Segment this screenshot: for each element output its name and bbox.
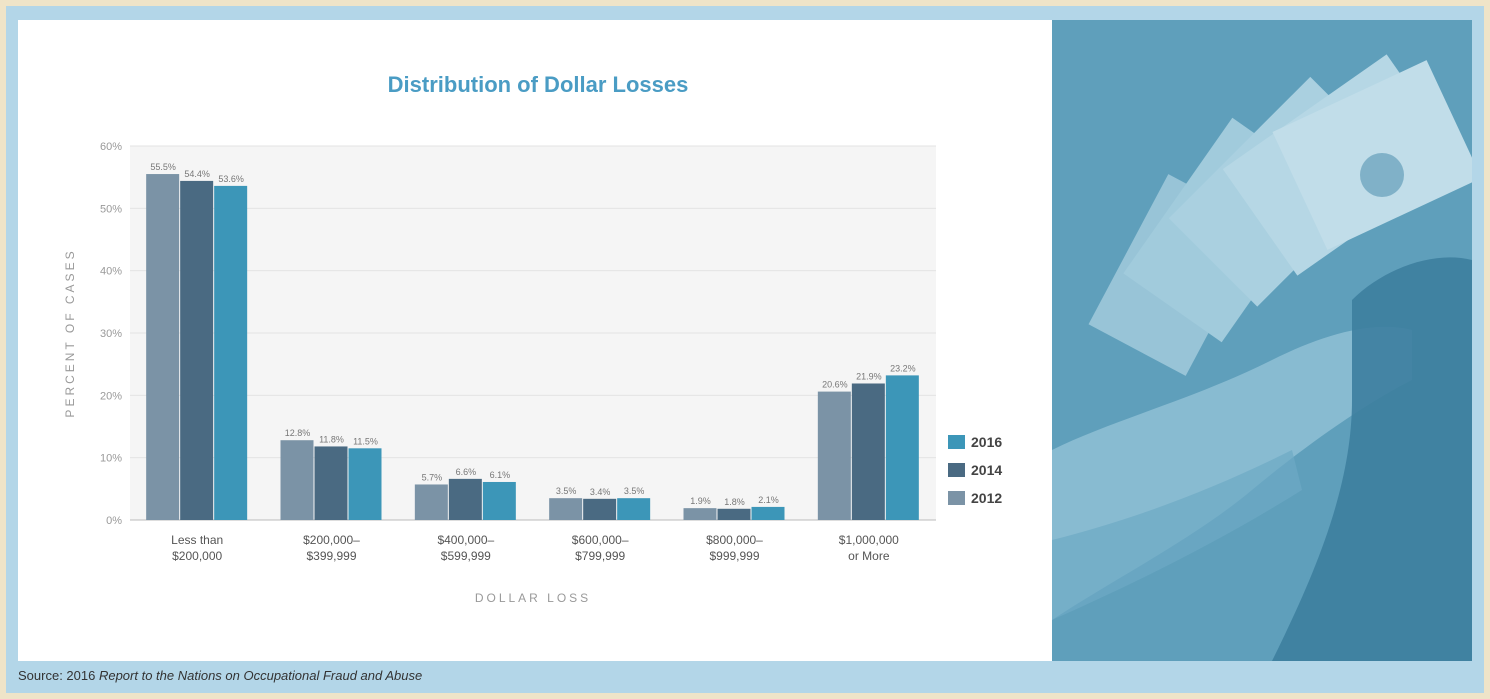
bar-2012 (817, 391, 851, 520)
y-tick-label: 0% (106, 515, 122, 527)
data-label: 21.9% (856, 371, 882, 381)
data-label: 54.4% (184, 169, 210, 179)
data-label: 55.5% (150, 162, 176, 172)
x-category-label: Less than (171, 533, 223, 547)
x-category-label: $1,000,000 (839, 533, 899, 547)
data-label: 11.8% (319, 434, 344, 444)
data-label: 6.1% (490, 470, 511, 480)
x-axis-label: DOLLAR LOSS (475, 591, 591, 605)
bar-2012 (146, 174, 180, 521)
y-tick-label: 40% (100, 266, 122, 278)
data-label: 2.1% (758, 495, 779, 505)
bar-2016 (751, 506, 785, 520)
x-category-label: $200,000– (303, 533, 360, 547)
y-tick-label: 60% (100, 141, 122, 153)
bar-2012 (280, 440, 314, 520)
y-tick-label: 50% (100, 203, 122, 215)
x-category-label: $800,000– (706, 533, 763, 547)
data-label: 12.8% (285, 428, 311, 438)
x-category-label: $999,999 (709, 549, 759, 563)
source-note: Source: 2016 Report to the Nations on Oc… (18, 668, 422, 683)
bar-chart: Distribution of Dollar Losses 0% 10% 20% 30%… (63, 72, 1002, 605)
source-prefix: Source: 2016 (18, 668, 99, 683)
data-label: 1.8% (724, 497, 745, 507)
data-label: 20.6% (822, 380, 848, 390)
legend-label-2012: 2012 (971, 490, 1002, 506)
legend-label-2016: 2016 (971, 434, 1002, 450)
bar-2016 (617, 498, 651, 520)
data-label: 11.5% (353, 436, 378, 446)
money-photo (1052, 20, 1472, 661)
bar-2012 (414, 484, 448, 520)
x-category-label: $400,000– (437, 533, 494, 547)
data-label: 3.5% (624, 486, 645, 496)
data-label: 3.4% (590, 487, 611, 497)
legend-swatch-2012 (948, 491, 965, 505)
source-report-title: Report to the Nations on Occupational Fr… (98, 668, 423, 683)
data-label: 6.6% (456, 467, 477, 477)
bar-2014 (717, 508, 751, 520)
bar-2014 (851, 383, 885, 520)
bar-2012 (549, 498, 583, 520)
x-category-label: or More (848, 549, 890, 563)
chart-title: Distribution of Dollar Losses (388, 72, 689, 97)
data-label: 5.7% (422, 472, 443, 482)
data-label: 3.5% (556, 486, 577, 496)
y-tick-label: 10% (100, 453, 122, 465)
legend-swatch-2016 (948, 435, 965, 449)
bar-2014 (448, 478, 482, 520)
bar-2014 (583, 498, 617, 520)
chart-panel: Distribution of Dollar Losses 0% 10% 20% 30%… (18, 20, 1052, 661)
bar-2016 (885, 375, 919, 520)
bar-2014 (180, 180, 214, 520)
x-category-label: $600,000– (572, 533, 629, 547)
y-tick-label: 20% (100, 390, 122, 402)
data-label: 1.9% (690, 496, 711, 506)
data-label: 53.6% (218, 174, 244, 184)
bar-2012 (683, 508, 717, 520)
y-tick-label: 30% (100, 328, 122, 340)
legend-swatch-2014 (948, 463, 965, 477)
data-label: 23.2% (890, 363, 916, 373)
x-category-label: $599,999 (441, 549, 491, 563)
x-category-label: $799,999 (575, 549, 625, 563)
x-category-label: $200,000 (172, 549, 222, 563)
x-category-label: $399,999 (306, 549, 356, 563)
y-axis-label: PERCENT OF CASES (63, 248, 77, 417)
legend-label-2014: 2014 (971, 462, 1002, 478)
bar-2016 (214, 185, 248, 521)
bar-2016 (482, 481, 516, 520)
bar-2014 (314, 446, 348, 520)
bar-2016 (348, 448, 382, 520)
money-hand-illustration (1052, 20, 1472, 661)
